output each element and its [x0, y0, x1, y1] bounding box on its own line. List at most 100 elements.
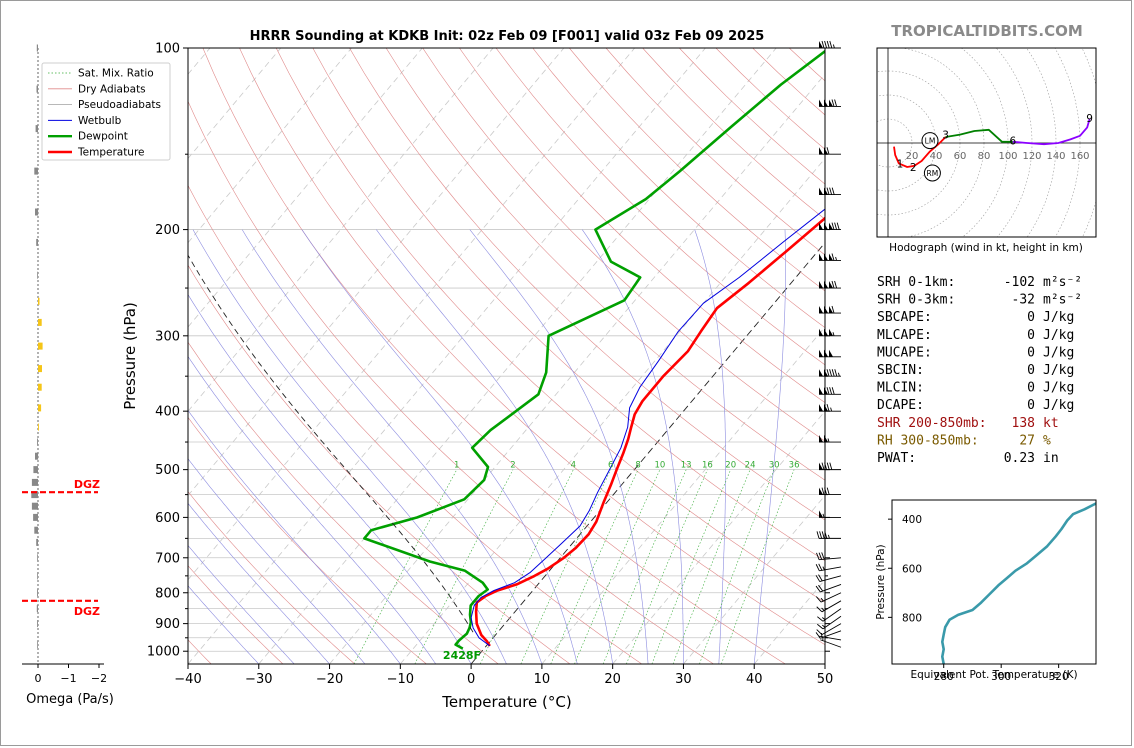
mixing-ratio-line [480, 469, 574, 664]
barb-full [818, 563, 823, 571]
x-tick-label: −10 [387, 672, 414, 687]
dry-adiabat-line [422, 48, 825, 442]
dry-adiabat-line [385, 48, 825, 481]
barb-full [836, 222, 840, 230]
stat-value: 0 [1027, 398, 1035, 413]
mixing-ratio-line [721, 469, 795, 664]
barb-full [815, 585, 821, 593]
barb-flag [819, 187, 823, 195]
moist-adiabat-line [188, 502, 330, 664]
stat-value: 0 [1027, 363, 1035, 378]
barb-flag [819, 487, 823, 495]
mixing-ratio-line [574, 469, 661, 664]
wind-barb [815, 592, 842, 603]
hodo-ring-label: 60 [954, 151, 967, 162]
theta-e-y-tick-label: 600 [902, 563, 922, 575]
isotherm-line [188, 48, 352, 244]
omega-bar [33, 513, 38, 521]
barb-full [824, 487, 828, 495]
wind-barb [819, 305, 841, 314]
moist-adiabat-line [188, 544, 295, 664]
wind-barb [819, 99, 841, 107]
barb-full [821, 531, 825, 539]
stat-label: SRH 0-1km: [877, 275, 955, 290]
wind-barb [815, 563, 842, 572]
barb-full [824, 531, 828, 539]
omega-bar [37, 554, 38, 562]
omega-bar [38, 423, 39, 431]
wind-barbs [815, 40, 842, 648]
legend-entry: Wetbulb [78, 115, 122, 127]
barb-flag [829, 222, 833, 230]
moist-adiabat-line [301, 229, 578, 664]
barb-half [827, 438, 830, 443]
hodo-ring-label: 160 [1070, 151, 1089, 162]
mixing-ratio-line [520, 469, 611, 664]
legend-entry: Dewpoint [78, 131, 128, 143]
theta-e-y-tick-label: 400 [902, 514, 922, 526]
stats-table: SRH 0-1km: -102 m²s⁻² SRH 0-3km: -32 m²s⁻² SBC… [877, 275, 1082, 466]
isotherm-line [188, 48, 706, 664]
wind-barb [819, 369, 841, 377]
stat-label: DCAPE: [877, 398, 924, 413]
omega-x-label: Omega (Pa/s) [26, 692, 114, 707]
omega-bar [31, 491, 38, 499]
omega-bar [31, 502, 38, 510]
hodograph-panel: 20 40 60 80 100 120 140 160 LM RM 1 2 3 6 9 Hodograph… [876, 47, 1097, 254]
theta-e-x-tick-label: 320 [1049, 671, 1069, 683]
barb-full [824, 462, 828, 470]
barb-full [826, 369, 830, 377]
omega-tick-label: −2 [91, 672, 107, 685]
hodo-height-label: 6 [1009, 136, 1016, 148]
barb-staff [820, 630, 842, 639]
barb-full [831, 305, 835, 314]
mixing-ratio-label: 16 [702, 461, 713, 471]
theta-e-x-tick-label: 280 [934, 671, 954, 683]
stat-value: 0 [1027, 345, 1035, 360]
stat-label: SBCIN: [877, 363, 924, 378]
omega-bar [35, 208, 39, 216]
barb-flag [829, 253, 833, 261]
mixing-ratio-label: 2 [510, 461, 515, 471]
omega-bar [36, 238, 38, 246]
barb-full [824, 40, 828, 49]
barb-staff [820, 584, 842, 593]
barb-flag [824, 99, 828, 107]
x-tick-label: 40 [746, 672, 763, 687]
omega-tick-label: −1 [60, 672, 76, 685]
barb-flag [819, 222, 823, 230]
barb-full [834, 99, 838, 107]
wind-barb [816, 623, 842, 636]
stat-unit: J/kg [1043, 363, 1074, 378]
moist-adiabat-line [188, 293, 472, 664]
omega-bar [36, 85, 38, 93]
stat-label: SHR 200-850mb: [877, 416, 987, 431]
hodo-height-label: 1 [897, 158, 904, 170]
barb-full [826, 387, 830, 395]
mixing-ratio-label: 10 [655, 461, 666, 471]
barb-flag [819, 387, 823, 395]
dry-adiabat-line [188, 565, 284, 664]
y-tick-label: 900 [155, 617, 180, 632]
stat-unit: kt [1043, 416, 1059, 431]
dry-adiabat-line [239, 48, 825, 646]
hodo-ring-label: 20 [906, 151, 919, 162]
moist-adiabat-line [188, 355, 436, 664]
theta-e-x-tick-label: 300 [991, 671, 1011, 683]
barb-full [826, 487, 830, 495]
y-tick-label: 1000 [147, 645, 180, 660]
isotherm-line [824, 663, 825, 664]
barb-full [834, 369, 838, 377]
barb-full [829, 187, 833, 195]
x-tick-label: 0 [467, 672, 475, 687]
hodo-ring-label: 40 [930, 151, 943, 162]
barb-full [815, 596, 822, 603]
stat-unit: J/kg [1043, 381, 1074, 396]
omega-bar [36, 605, 38, 613]
mixing-ratio-label: 1 [454, 461, 459, 471]
hodo-storm-label: RM [927, 169, 939, 178]
barb-flag [824, 281, 828, 289]
y-tick-label: 500 [155, 463, 180, 478]
dry-adiabat-line [275, 48, 825, 603]
